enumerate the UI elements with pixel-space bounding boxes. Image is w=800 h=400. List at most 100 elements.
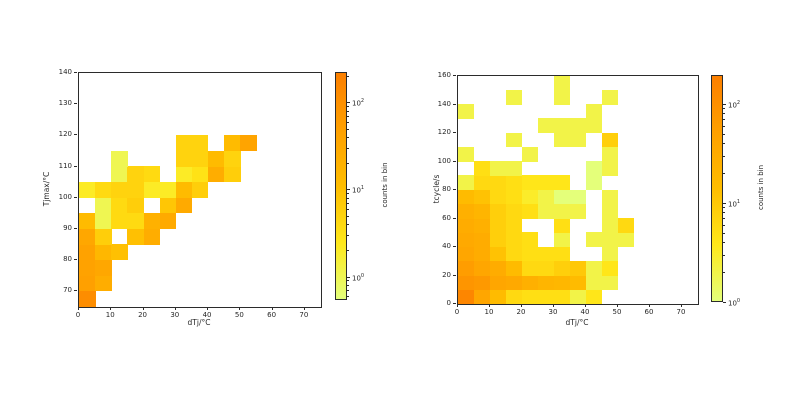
heatmap-cell bbox=[95, 213, 112, 229]
right-colorbar bbox=[711, 75, 723, 302]
y-tick-mark bbox=[453, 160, 456, 162]
colorbar-minor-tick bbox=[723, 254, 725, 256]
x-tick-mark bbox=[142, 307, 144, 310]
heatmap-cell bbox=[586, 275, 603, 290]
heatmap-cell bbox=[586, 118, 603, 133]
left-colorbar-label: counts in bin bbox=[381, 162, 389, 208]
heatmap-cell bbox=[79, 181, 96, 198]
colorbar-minor-tick bbox=[347, 106, 349, 108]
x-tick-label: 20 bbox=[516, 308, 526, 316]
y-tick-mark bbox=[453, 303, 456, 304]
heatmap-cell bbox=[522, 246, 539, 262]
y-tick-label: 0 bbox=[446, 299, 451, 307]
heatmap-cell bbox=[111, 150, 128, 167]
heatmap-cell bbox=[586, 289, 603, 304]
x-tick-label: 30 bbox=[548, 308, 558, 316]
heatmap-cell bbox=[554, 132, 571, 148]
heatmap-cell bbox=[522, 275, 539, 290]
heatmap-cell bbox=[79, 213, 96, 229]
colorbar-minor-tick bbox=[723, 113, 725, 115]
heatmap-cell bbox=[240, 135, 257, 151]
y-tick-label: 20 bbox=[442, 270, 451, 279]
x-tick-label: 0 bbox=[454, 308, 460, 316]
heatmap-cell bbox=[458, 260, 475, 276]
heatmap-cell bbox=[490, 161, 507, 176]
colorbar-tick-mark bbox=[723, 202, 726, 204]
colorbar-minor-tick bbox=[723, 108, 725, 110]
colorbar-minor-tick bbox=[347, 215, 349, 217]
colorbar-minor-tick bbox=[347, 224, 349, 226]
heatmap-cell bbox=[458, 146, 475, 162]
heatmap-cell bbox=[143, 181, 161, 198]
heatmap-cell bbox=[538, 246, 555, 262]
y-tick-label: 100 bbox=[58, 192, 72, 201]
x-tick-mark bbox=[457, 304, 458, 307]
heatmap-cell bbox=[175, 181, 193, 198]
heatmap-cell bbox=[208, 166, 225, 183]
heatmap-cell bbox=[474, 161, 491, 176]
colorbar-tick-label: 101 bbox=[728, 198, 741, 209]
x-tick-mark bbox=[553, 304, 554, 307]
x-tick-mark bbox=[174, 307, 176, 310]
heatmap-cell bbox=[522, 189, 539, 205]
heatmap-cell bbox=[570, 260, 587, 276]
colorbar-tick-mark bbox=[347, 102, 350, 104]
heatmap-cell bbox=[79, 259, 96, 276]
right-heatmap-axes bbox=[457, 75, 699, 305]
heatmap-cell bbox=[474, 289, 491, 304]
heatmap-cell bbox=[490, 289, 507, 304]
colorbar-tick-mark bbox=[347, 276, 350, 278]
y-tick-label: 130 bbox=[58, 99, 72, 108]
colorbar-minor-tick bbox=[723, 224, 725, 226]
colorbar-tick-label: 100 bbox=[352, 272, 365, 282]
y-tick-mark bbox=[74, 228, 77, 229]
x-tick-label: 10 bbox=[484, 308, 494, 316]
heatmap-cell bbox=[79, 291, 96, 307]
x-tick-label: 70 bbox=[299, 311, 309, 319]
x-tick-label: 10 bbox=[105, 311, 115, 319]
x-tick-mark bbox=[271, 307, 273, 310]
y-tick-mark bbox=[453, 274, 456, 276]
heatmap-cell bbox=[506, 175, 523, 190]
heatmap-cell bbox=[586, 260, 603, 276]
y-tick-mark bbox=[74, 196, 77, 198]
x-tick-label: 20 bbox=[138, 311, 147, 319]
x-tick-mark bbox=[585, 304, 586, 307]
heatmap-cell bbox=[570, 132, 587, 148]
right-xaxis-label: dTj/°C bbox=[565, 318, 589, 327]
heatmap-cell bbox=[506, 132, 523, 148]
heatmap-cell bbox=[602, 260, 619, 276]
heatmap-cell bbox=[618, 218, 635, 233]
heatmap-cell bbox=[554, 189, 571, 205]
heatmap-cell bbox=[554, 203, 571, 219]
y-tick-label: 120 bbox=[58, 130, 72, 139]
heatmap-cell bbox=[224, 135, 241, 151]
y-tick-mark bbox=[453, 246, 456, 247]
colorbar-tick-mark bbox=[723, 103, 726, 105]
heatmap-cell bbox=[127, 228, 144, 245]
heatmap-cell bbox=[159, 181, 177, 198]
y-tick-label: 80 bbox=[63, 255, 72, 264]
heatmap-cell bbox=[522, 289, 539, 304]
heatmap-cell bbox=[191, 135, 209, 151]
colorbar-tick-label: 102 bbox=[352, 98, 365, 108]
colorbar-minor-tick bbox=[347, 284, 349, 286]
heatmap-cell bbox=[159, 213, 177, 229]
heatmap-cell bbox=[554, 275, 571, 290]
x-tick-mark bbox=[617, 304, 618, 307]
heatmap-cell bbox=[506, 189, 523, 205]
colorbar-minor-tick bbox=[723, 218, 725, 220]
x-tick-mark bbox=[303, 307, 305, 310]
x-tick-mark bbox=[489, 304, 490, 307]
colorbar-minor-tick bbox=[723, 272, 725, 274]
x-tick-label: 40 bbox=[580, 308, 590, 316]
heatmap-cell bbox=[474, 175, 491, 190]
heatmap-cell bbox=[586, 175, 603, 190]
heatmap-cell bbox=[506, 246, 523, 262]
y-tick-label: 40 bbox=[442, 242, 451, 250]
heatmap-cell bbox=[95, 181, 112, 198]
heatmap-cell bbox=[538, 189, 555, 205]
heatmap-cell bbox=[522, 260, 539, 276]
heatmap-cell bbox=[458, 289, 475, 304]
